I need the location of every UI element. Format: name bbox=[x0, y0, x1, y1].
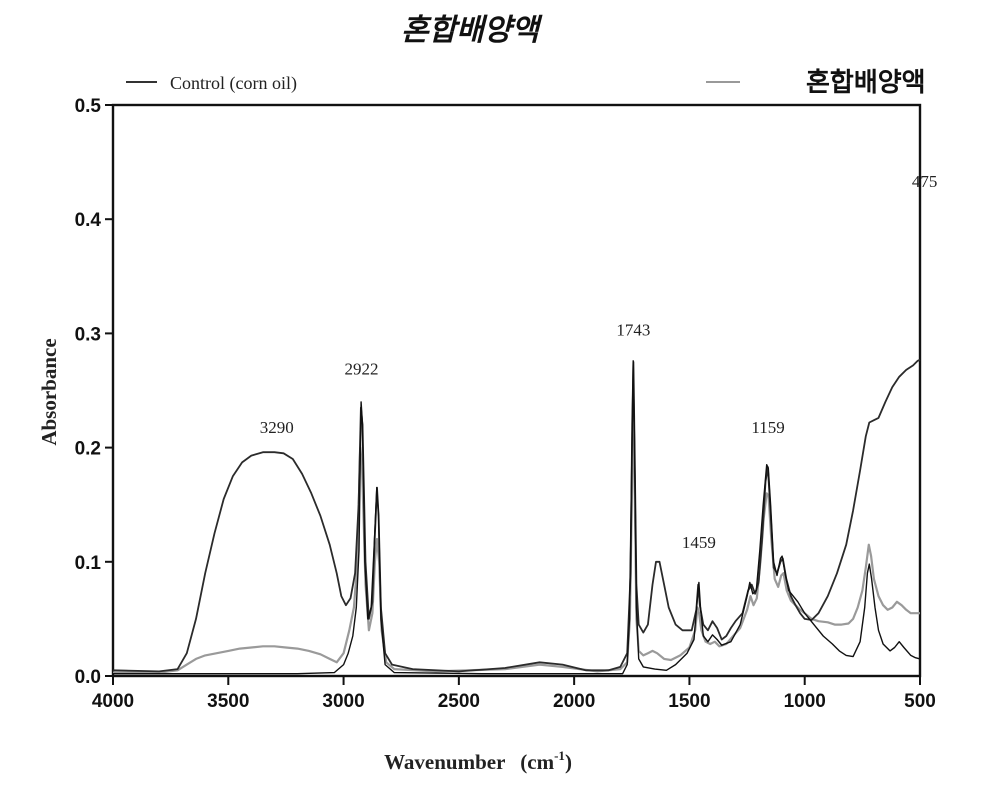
series-line-0 bbox=[113, 360, 920, 672]
x-tick-label: 1500 bbox=[668, 691, 710, 712]
peak-label: 1459 bbox=[682, 533, 716, 552]
y-tick-label: 0.1 bbox=[75, 553, 102, 574]
x-axis-title-exponent: -1 bbox=[554, 748, 565, 763]
x-axis-title-text: Wavenumber bbox=[384, 750, 505, 774]
peak-label: 2922 bbox=[345, 360, 379, 379]
peak-label: 1743 bbox=[616, 321, 650, 340]
peak-annotations: 3290 2922 1743 1459 1159 475 bbox=[260, 172, 938, 552]
peak-label: 475 bbox=[912, 172, 938, 191]
series-group bbox=[113, 360, 920, 674]
series-line-2 bbox=[113, 396, 920, 672]
series-line-1 bbox=[113, 361, 920, 674]
y-tick-label: 0.0 bbox=[75, 667, 101, 688]
x-tick-label: 1000 bbox=[784, 691, 826, 712]
x-tick-label: 3500 bbox=[207, 691, 249, 712]
peak-label: 3290 bbox=[260, 418, 294, 437]
x-tick-label: 2000 bbox=[553, 691, 595, 712]
peak-label: 1159 bbox=[751, 418, 784, 437]
x-axis-title-close: ) bbox=[565, 750, 572, 774]
y-axis-title: Absorbance bbox=[37, 338, 61, 445]
y-tick-label: 0.5 bbox=[75, 96, 102, 117]
x-axis-ticks: 4000 3500 3000 2500 2000 1500 1000 500 bbox=[92, 676, 936, 712]
x-tick-label: 500 bbox=[904, 691, 936, 712]
chart-title: 혼합배양액 bbox=[401, 13, 543, 48]
x-tick-label: 3000 bbox=[322, 691, 364, 712]
y-tick-label: 0.3 bbox=[75, 324, 101, 345]
legend: Control (corn oil) 혼합배양액 bbox=[126, 68, 926, 98]
legend-label-control: Control (corn oil) bbox=[170, 73, 297, 94]
y-tick-label: 0.4 bbox=[75, 210, 102, 231]
x-tick-label: 4000 bbox=[92, 691, 134, 712]
plot-frame bbox=[113, 105, 920, 676]
y-tick-label: 0.2 bbox=[75, 439, 101, 460]
x-tick-label: 2500 bbox=[438, 691, 480, 712]
x-axis-title: Wavenumber (cm-1) bbox=[384, 748, 572, 774]
x-axis-title-unit: (cm bbox=[520, 750, 554, 774]
legend-label-culture: 혼합배양액 bbox=[806, 68, 926, 98]
y-axis-ticks: 0.0 0.1 0.2 0.3 0.4 0.5 bbox=[75, 96, 113, 688]
